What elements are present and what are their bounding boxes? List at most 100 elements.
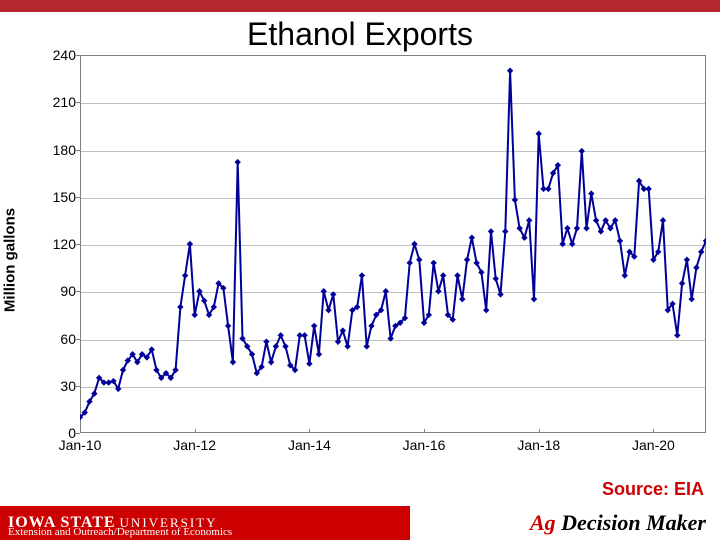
data-marker xyxy=(526,217,532,223)
data-marker xyxy=(622,272,628,278)
data-marker xyxy=(268,359,274,365)
data-marker xyxy=(325,307,331,313)
data-marker xyxy=(278,332,284,338)
brand-ag: Ag xyxy=(530,510,556,535)
data-marker xyxy=(488,228,494,234)
ytick-mark xyxy=(76,291,80,292)
data-marker xyxy=(574,225,580,231)
data-marker xyxy=(579,148,585,154)
data-marker xyxy=(234,159,240,165)
data-marker xyxy=(383,288,389,294)
data-marker xyxy=(430,260,436,266)
ytick-mark xyxy=(76,150,80,151)
chart-title: Ethanol Exports xyxy=(0,12,720,55)
data-marker xyxy=(311,323,317,329)
data-marker xyxy=(617,238,623,244)
data-marker xyxy=(679,280,685,286)
data-marker xyxy=(177,304,183,310)
data-marker xyxy=(411,241,417,247)
data-marker xyxy=(387,335,393,341)
chart-area: 0306090120150180210240 Jan-10Jan-12Jan-1… xyxy=(58,55,706,465)
xtick-mark xyxy=(653,429,654,433)
xtick-label: Jan-14 xyxy=(288,437,331,453)
data-marker xyxy=(493,275,499,281)
xtick-mark xyxy=(195,429,196,433)
data-marker xyxy=(497,291,503,297)
data-marker xyxy=(330,291,336,297)
data-marker xyxy=(459,296,465,302)
xtick-label: Jan-12 xyxy=(173,437,216,453)
series-line xyxy=(80,71,706,418)
ag-decision-maker-logo: Ag Decision Maker xyxy=(530,510,706,536)
data-marker xyxy=(464,257,470,263)
data-marker xyxy=(684,257,690,263)
ytick-label: 180 xyxy=(36,142,76,158)
ytick-label: 150 xyxy=(36,189,76,205)
ytick-label: 30 xyxy=(36,378,76,394)
data-marker xyxy=(588,190,594,196)
data-marker xyxy=(674,332,680,338)
data-marker xyxy=(359,272,365,278)
data-marker xyxy=(593,217,599,223)
data-marker xyxy=(583,225,589,231)
data-marker xyxy=(182,272,188,278)
data-marker xyxy=(105,379,111,385)
data-marker xyxy=(416,257,422,263)
ytick-label: 210 xyxy=(36,94,76,110)
data-marker xyxy=(469,235,475,241)
xtick-mark xyxy=(80,429,81,433)
xtick-label: Jan-10 xyxy=(59,437,102,453)
data-marker xyxy=(321,288,327,294)
data-marker xyxy=(316,351,322,357)
footer: IOWA STATE UNIVERSITY Ag Decision Maker … xyxy=(0,506,720,540)
data-marker xyxy=(698,249,704,255)
ytick-label: 240 xyxy=(36,47,76,63)
data-marker xyxy=(225,323,231,329)
ytick-mark xyxy=(76,55,80,56)
data-marker xyxy=(306,361,312,367)
brand-rest: Decision Maker xyxy=(556,510,706,535)
data-marker xyxy=(368,323,374,329)
ytick-mark xyxy=(76,386,80,387)
ytick-mark xyxy=(76,339,80,340)
data-marker xyxy=(531,296,537,302)
data-marker xyxy=(507,68,513,74)
data-marker xyxy=(301,332,307,338)
y-axis-label: Million gallons xyxy=(2,208,19,312)
ytick-mark xyxy=(76,433,80,434)
data-marker xyxy=(407,260,413,266)
data-marker xyxy=(483,307,489,313)
ytick-label: 60 xyxy=(36,331,76,347)
data-marker xyxy=(536,131,542,137)
data-marker xyxy=(282,343,288,349)
ytick-label: 90 xyxy=(36,283,76,299)
data-marker xyxy=(364,343,370,349)
data-marker xyxy=(440,272,446,278)
ytick-label: 120 xyxy=(36,236,76,252)
data-marker xyxy=(516,225,522,231)
ytick-mark xyxy=(76,197,80,198)
data-marker xyxy=(340,327,346,333)
data-marker xyxy=(688,296,694,302)
data-marker xyxy=(660,217,666,223)
data-marker xyxy=(645,186,651,192)
data-marker xyxy=(191,312,197,318)
data-marker xyxy=(273,343,279,349)
ytick-mark xyxy=(76,244,80,245)
data-marker xyxy=(559,241,565,247)
xtick-label: Jan-18 xyxy=(517,437,560,453)
line-chart-svg xyxy=(80,55,706,433)
data-marker xyxy=(693,264,699,270)
data-marker xyxy=(230,359,236,365)
data-marker xyxy=(187,241,193,247)
source-label: Source: EIA xyxy=(602,479,704,500)
data-marker xyxy=(502,228,508,234)
top-red-bar xyxy=(0,0,720,12)
data-marker xyxy=(454,272,460,278)
data-marker xyxy=(512,197,518,203)
xtick-label: Jan-20 xyxy=(632,437,675,453)
xtick-mark xyxy=(309,429,310,433)
data-marker xyxy=(435,288,441,294)
xtick-mark xyxy=(539,429,540,433)
data-marker xyxy=(564,225,570,231)
